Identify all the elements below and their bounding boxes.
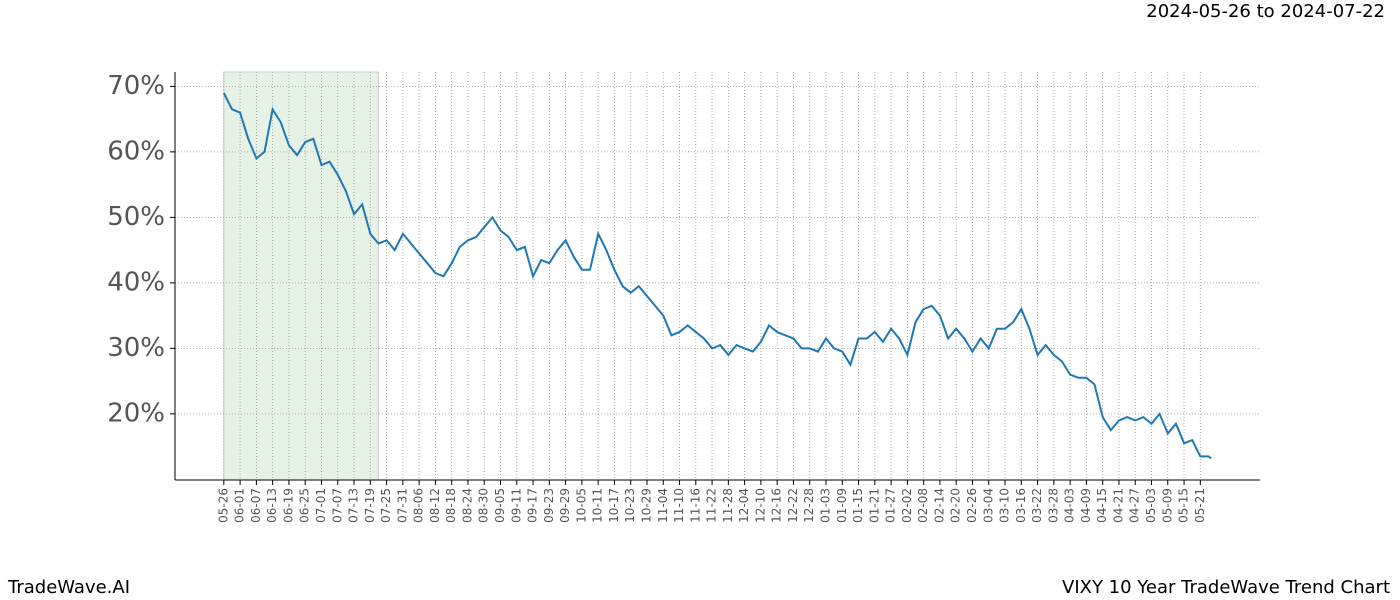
x-tick-label: 01-27 xyxy=(884,488,898,523)
x-tick-label: 05-21 xyxy=(1193,488,1207,523)
x-tick-label: 04-09 xyxy=(1079,488,1093,523)
x-tick-label: 05-03 xyxy=(1144,488,1158,523)
y-tick-label: 30% xyxy=(107,333,165,363)
x-tick-label: 10-11 xyxy=(591,488,605,523)
y-tick-label: 50% xyxy=(107,202,165,232)
x-tick-label: 12-28 xyxy=(802,488,816,523)
x-tick-label: 10-23 xyxy=(623,488,637,523)
x-tick-label: 12-16 xyxy=(770,488,784,523)
x-tick-label: 05-26 xyxy=(216,488,230,523)
x-tick-label: 01-03 xyxy=(819,488,833,523)
x-tick-label: 06-25 xyxy=(298,488,312,523)
x-tick-label: 05-15 xyxy=(1177,488,1191,523)
x-tick-label: 08-30 xyxy=(477,488,491,523)
x-tick-label: 03-04 xyxy=(981,488,995,523)
x-tick-label: 10-05 xyxy=(574,488,588,523)
x-tick-label: 12-22 xyxy=(786,488,800,523)
x-tick-label: 06-01 xyxy=(233,488,247,523)
footer-right: VIXY 10 Year TradeWave Trend Chart xyxy=(1062,577,1390,598)
x-tick-label: 02-02 xyxy=(900,488,914,523)
x-tick-label: 01-15 xyxy=(851,488,865,523)
x-tick-label: 08-06 xyxy=(412,488,426,523)
x-tick-label: 01-21 xyxy=(867,488,881,523)
x-tick-label: 11-22 xyxy=(705,488,719,523)
data-line xyxy=(222,92,1212,460)
x-tick-label: 02-08 xyxy=(916,488,930,523)
chart-title: 2024-05-26 to 2024-07-22 xyxy=(1146,1,1385,22)
x-tick-label: 04-21 xyxy=(1111,488,1125,523)
x-tick-label: 11-10 xyxy=(672,488,686,523)
x-tick-label: 10-29 xyxy=(639,488,653,523)
x-tick-label: 11-16 xyxy=(688,488,702,523)
x-tick-label: 08-12 xyxy=(428,488,442,523)
x-tick-label: 01-09 xyxy=(835,488,849,523)
x-tick-label: 09-17 xyxy=(526,488,540,523)
x-tick-label: 03-28 xyxy=(1046,488,1060,523)
x-tick-label: 05-09 xyxy=(1160,488,1174,523)
x-tick-label: 02-14 xyxy=(932,488,946,523)
x-tick-label: 04-27 xyxy=(1128,488,1142,523)
x-tick-label: 06-13 xyxy=(265,488,279,523)
x-tick-label: 03-16 xyxy=(1014,488,1028,523)
x-tick-label: 07-13 xyxy=(347,488,361,523)
x-tick-label: 09-23 xyxy=(542,488,556,523)
x-tick-label: 07-25 xyxy=(379,488,393,523)
x-tick-label: 10-17 xyxy=(607,488,621,523)
y-tick-label: 60% xyxy=(107,136,165,166)
y-tick-label: 20% xyxy=(107,398,165,428)
x-tick-label: 06-19 xyxy=(281,488,295,523)
y-tick-label: 40% xyxy=(107,267,165,297)
x-tick-label: 09-29 xyxy=(558,488,572,523)
y-tick-label: 70% xyxy=(107,71,165,101)
x-tick-label: 12-10 xyxy=(753,488,767,523)
x-tick-label: 03-10 xyxy=(998,488,1012,523)
x-tick-label: 04-03 xyxy=(1063,488,1077,523)
x-tick-label: 02-20 xyxy=(949,488,963,523)
x-tick-label: 07-01 xyxy=(314,488,328,523)
x-tick-label: 02-26 xyxy=(965,488,979,523)
x-tick-label: 09-05 xyxy=(493,488,507,523)
x-tick-label: 04-15 xyxy=(1095,488,1109,523)
x-tick-label: 08-24 xyxy=(460,488,474,523)
x-tick-label: 11-28 xyxy=(721,488,735,523)
x-tick-label: 07-31 xyxy=(395,488,409,523)
x-tick-label: 06-07 xyxy=(249,488,263,523)
x-tick-label: 07-19 xyxy=(363,488,377,523)
x-tick-label: 08-18 xyxy=(444,488,458,523)
footer-left: TradeWave.AI xyxy=(7,577,130,598)
x-tick-label: 09-11 xyxy=(509,488,523,523)
x-tick-label: 11-04 xyxy=(656,488,670,523)
x-tick-label: 03-22 xyxy=(1030,488,1044,523)
x-tick-label: 07-07 xyxy=(330,488,344,523)
x-tick-label: 12-04 xyxy=(737,488,751,523)
